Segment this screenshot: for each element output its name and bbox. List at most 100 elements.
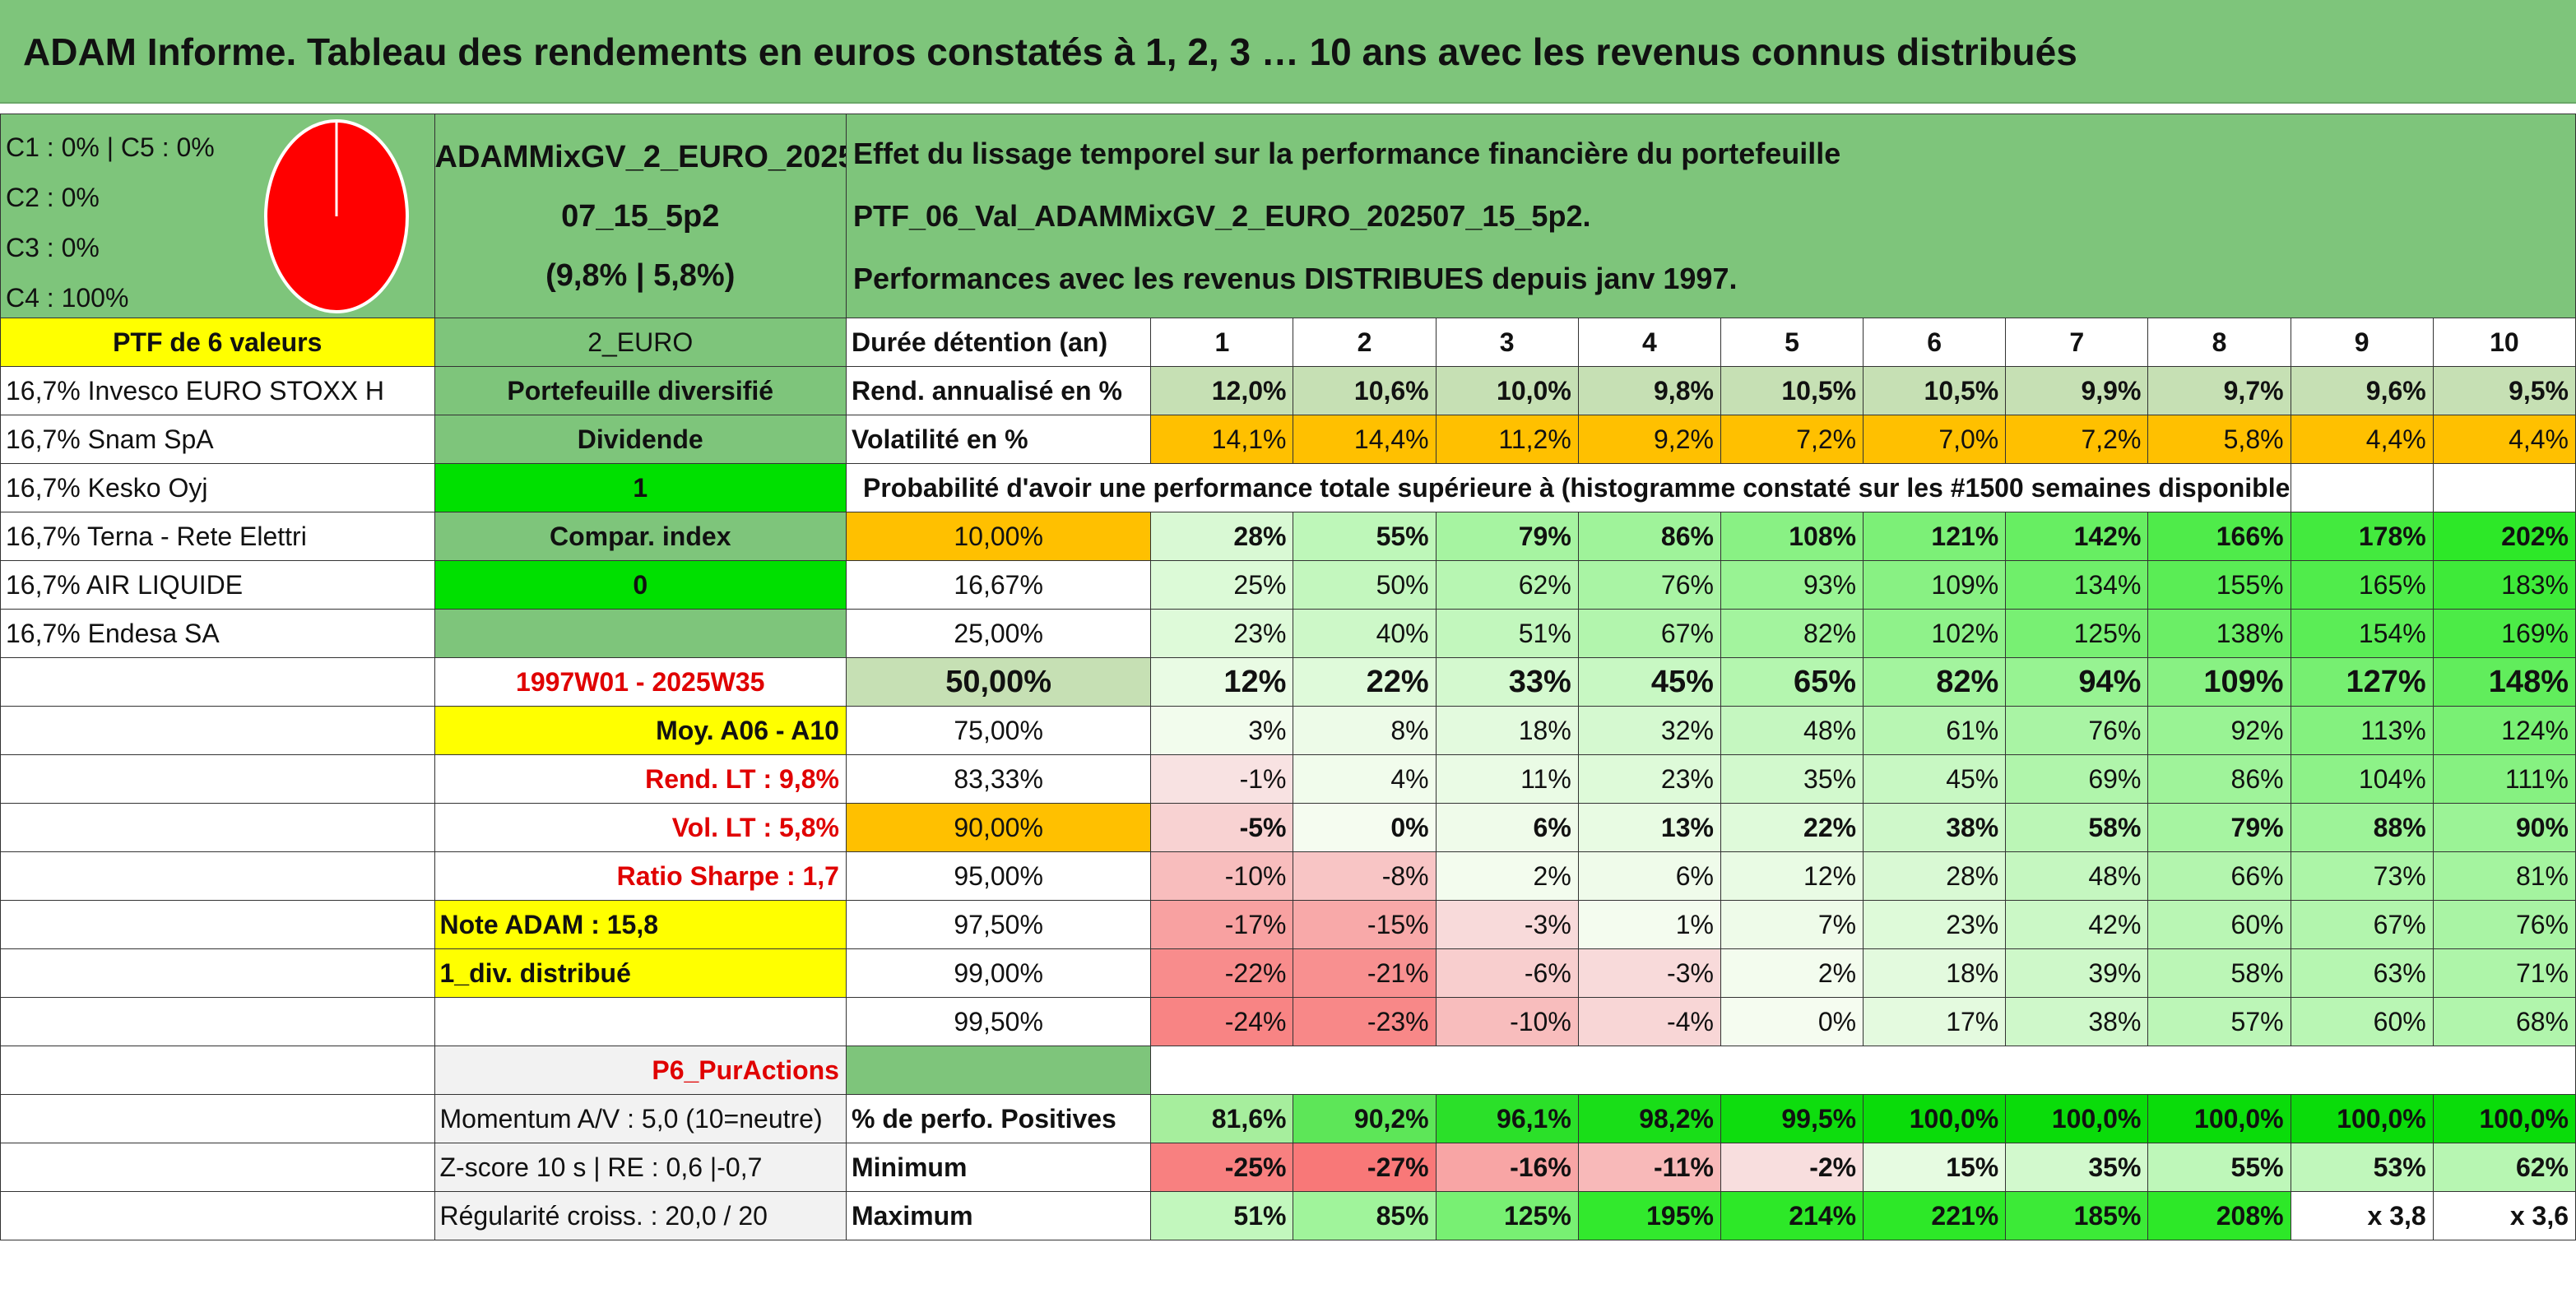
period-label: 1997W01 - 2025W35 [434,657,847,707]
currency-label: 2_EURO [434,318,847,367]
positive-value: 90,2% [1293,1094,1437,1143]
probability-value: 0% [1720,997,1864,1046]
probability-value: 39% [2005,948,2149,998]
positive-value: 98,2% [1577,1094,1721,1143]
dividend-value: 1 [434,463,847,512]
positive-value: 100,0% [1863,1094,2007,1143]
probability-threshold: 99,00% [845,948,1152,998]
holding-item: 16,7% Snam SpA [0,415,435,464]
probability-value: 63% [2290,948,2434,998]
rend-value: 9,5% [2432,366,2576,415]
vol-lt-label: Vol. LT : 5,8% [434,803,847,852]
year-header: 4 [1577,318,1721,367]
probability-value: 86% [1577,512,1721,561]
holding-item: 16,7% Invesco EURO STOXX H [0,366,435,415]
probability-value: 93% [1720,560,1864,610]
probability-label: Probabilité d'avoir une performance tota… [845,463,2291,512]
probability-value: 125% [2005,609,2149,658]
minimum-value: -25% [1150,1143,1294,1192]
probability-threshold: 97,50% [845,900,1152,949]
probability-value: 86% [2147,754,2291,804]
probability-value: 76% [2005,706,2149,755]
div-label: 1_div. distribué [434,948,847,998]
probability-value: 38% [1863,803,2007,852]
positive-value: 100,0% [2290,1094,2434,1143]
probability-value: 169% [2432,609,2576,658]
probability-value: 28% [1863,851,2007,901]
probability-value: 12% [1720,851,1864,901]
probability-threshold: 90,00% [845,803,1152,852]
probability-value: 18% [1863,948,2007,998]
probability-value: -10% [1150,851,1294,901]
empty-cell [2290,463,2434,512]
maximum-value: x 3,8 [2290,1191,2434,1240]
maximum-value: 221% [1863,1191,2007,1240]
probability-value: 67% [1577,609,1721,658]
rend-value: 12,0% [1150,366,1294,415]
regularite-label: Régularité croiss. : 20,0 / 20 [434,1191,847,1240]
positive-value: 100,0% [2432,1094,2576,1143]
probability-threshold: 83,33% [845,754,1152,804]
probability-value: 35% [1720,754,1864,804]
probability-value: 62% [1435,560,1579,610]
probability-value: -17% [1150,900,1294,949]
minimum-value: 53% [2290,1143,2434,1192]
empty-cell [434,609,847,658]
probability-value: 1% [1577,900,1721,949]
probability-value: 57% [2147,997,2291,1046]
probability-value: 12% [1150,657,1294,707]
probability-value: -8% [1293,851,1437,901]
maximum-value: x 3,6 [2432,1191,2576,1240]
probability-value: 28% [1150,512,1294,561]
year-header: 9 [2290,318,2434,367]
probability-value: 109% [1863,560,2007,610]
probability-value: 22% [1720,803,1864,852]
probability-value: 45% [1863,754,2007,804]
probability-value: 166% [2147,512,2291,561]
year-header: 2 [1293,318,1437,367]
probability-value: 6% [1577,851,1721,901]
holding-item: 16,7% Endesa SA [0,609,435,658]
diversified-label: Portefeuille diversifié [434,366,847,415]
probability-value: -6% [1435,948,1579,998]
probability-value: -24% [1150,997,1294,1046]
allocation-list: C1 : 0% | C5 : 0% C2 : 0% C3 : 0% C4 : 1… [6,123,215,318]
minimum-value: 55% [2147,1143,2291,1192]
probability-value: -5% [1150,803,1294,852]
compar-value: 0 [434,560,847,610]
positive-label: % de perfo. Positives [845,1094,1152,1143]
rend-label: Rend. annualisé en % [845,366,1152,415]
maximum-value: 185% [2005,1191,2149,1240]
probability-value: 33% [1435,657,1579,707]
probability-value: 108% [1720,512,1864,561]
moy-label: Moy. A06 - A10 [434,706,847,755]
allocation-item: C1 : 0% | C5 : 0% [6,132,215,162]
probability-value: 17% [1863,997,2007,1046]
allocation-item: C2 : 0% [6,183,100,212]
report-title-bar: ADAM Informe. Tableau des rendements en … [0,0,2576,104]
fund-name-cell: ADAMMixGV_2_EURO_2025 07_15_5p2 (9,8% | … [434,114,847,318]
minimum-value: 15% [1863,1143,2007,1192]
empty-cell [0,997,435,1046]
probability-value: 45% [1577,657,1721,707]
empty-cell [0,1143,435,1192]
probability-value: 183% [2432,560,2576,610]
probability-value: 76% [2432,900,2576,949]
probability-value: 94% [2005,657,2149,707]
empty-cell [0,948,435,998]
vol-label: Volatilité en % [845,415,1152,464]
empty-cell [0,754,435,804]
probability-value: 48% [2005,851,2149,901]
rend-value: 9,6% [2290,366,2434,415]
empty-cell [0,1046,435,1095]
probability-value: 2% [1720,948,1864,998]
probability-value: 148% [2432,657,2576,707]
probability-value: 142% [2005,512,2149,561]
positive-value: 100,0% [2005,1094,2149,1143]
minimum-value: -27% [1293,1143,1437,1192]
empty-cell [0,900,435,949]
probability-value: 73% [2290,851,2434,901]
empty-cell [845,1046,1152,1095]
rend-value: 9,9% [2005,366,2149,415]
probability-value: 82% [1863,657,2007,707]
